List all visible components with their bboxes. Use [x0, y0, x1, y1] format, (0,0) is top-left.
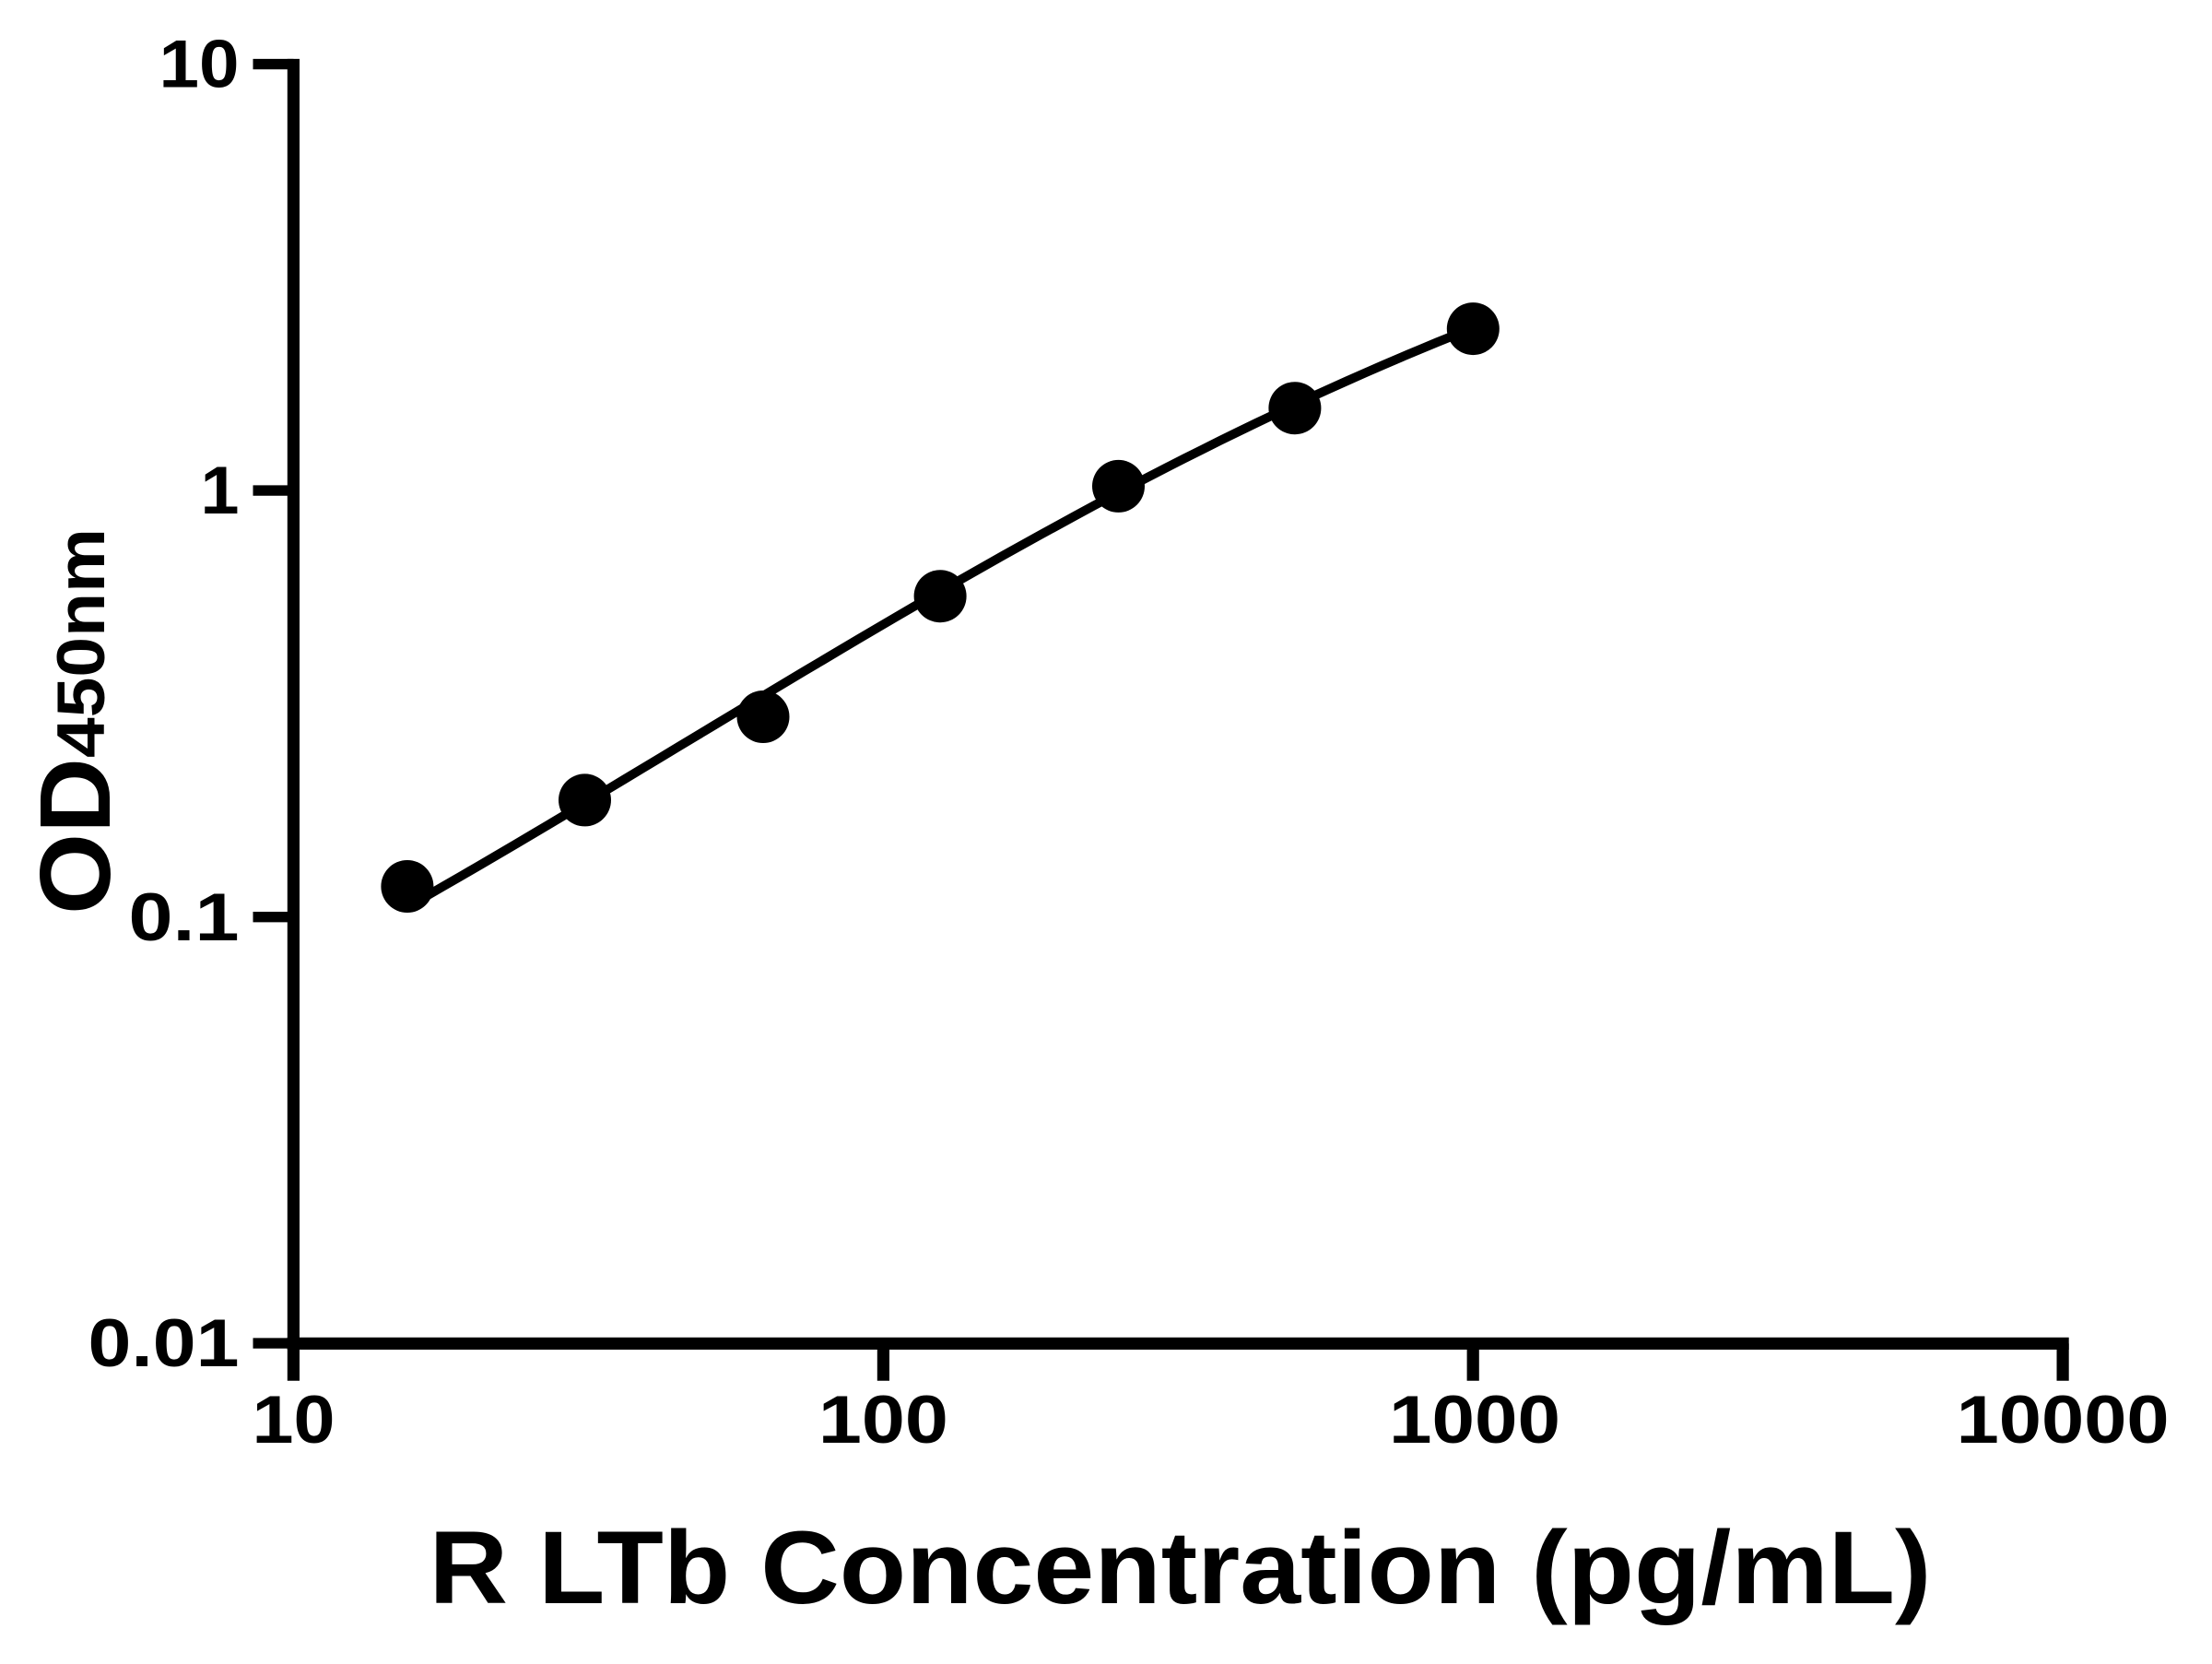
svg-text:0.01: 0.01 — [88, 1306, 240, 1381]
svg-text:R LTb Concentration (pg/mL): R LTb Concentration (pg/mL) — [429, 1510, 1932, 1625]
svg-text:10: 10 — [253, 1383, 335, 1457]
svg-text:100: 100 — [818, 1383, 948, 1457]
svg-text:OD450nm: OD450nm — [19, 528, 132, 915]
svg-text:0.1: 0.1 — [129, 880, 240, 955]
svg-text:10: 10 — [159, 28, 240, 102]
svg-text:1: 1 — [201, 454, 240, 528]
svg-text:10000: 10000 — [1957, 1383, 2170, 1457]
svg-text:1000: 1000 — [1389, 1383, 1560, 1457]
